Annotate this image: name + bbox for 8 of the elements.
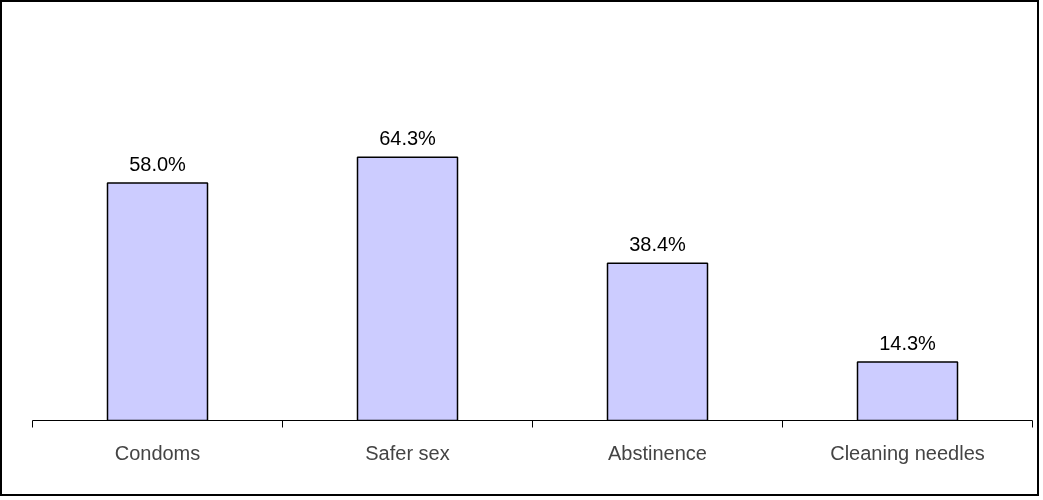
x-tick-label: Condoms <box>114 441 201 464</box>
data-label: 14.3% <box>879 331 937 354</box>
data-label: 64.3% <box>379 127 437 150</box>
x-tick-label: Abstinence <box>608 441 707 464</box>
data-label: 58.0% <box>129 153 187 176</box>
x-tick-label: Safer sex <box>365 441 450 464</box>
x-tick-label: Cleaning needles <box>830 441 985 464</box>
data-label: 38.4% <box>629 233 687 256</box>
